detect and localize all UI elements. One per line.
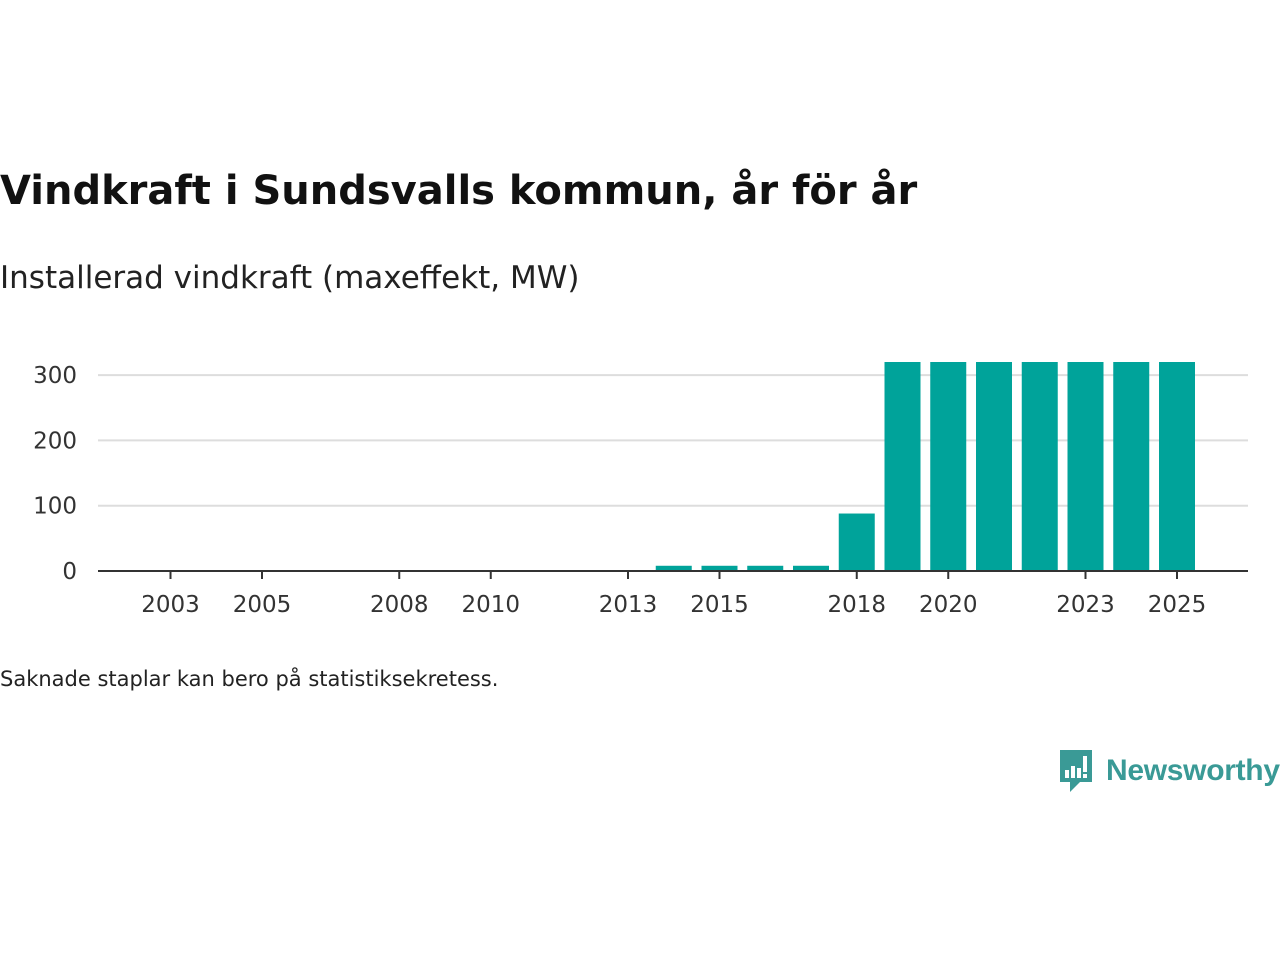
bar-2014 (655, 565, 692, 571)
x-tick-label: 2010 (461, 592, 520, 618)
x-tick-label: 2008 (370, 592, 429, 618)
x-axis-labels: 2003 2005 2008 2010 2013 2015 2018 2020 2023 2025 (141, 571, 1206, 618)
x-tick-label: 2005 (233, 592, 292, 618)
y-tick-label: 100 (33, 494, 77, 520)
bar-2020 (930, 362, 967, 571)
x-tick-label: 2003 (141, 592, 200, 618)
x-tick-label: 2023 (1056, 592, 1115, 618)
x-tick-label: 2020 (919, 592, 978, 618)
x-tick-label: 2015 (690, 592, 749, 618)
bar-2023 (1067, 362, 1104, 571)
y-tick-label: 0 (62, 559, 77, 585)
bars (655, 362, 1195, 571)
y-tick-label: 300 (33, 363, 77, 389)
bar-2022 (1021, 362, 1058, 571)
bar-2018 (838, 513, 875, 571)
bar-2019 (884, 362, 921, 571)
newsworthy-logo-text: Newsworthy (1106, 754, 1280, 787)
x-tick-label: 2013 (599, 592, 658, 618)
bar-2016 (747, 565, 784, 571)
x-tick-label: 2025 (1148, 592, 1207, 618)
x-tick-label: 2018 (827, 592, 886, 618)
bar-2015 (701, 565, 738, 571)
chart-subtitle: Installerad vindkraft (maxeffekt, MW) (0, 260, 580, 296)
y-tick-label: 200 (33, 428, 77, 454)
newsworthy-logo-icon (1060, 750, 1092, 792)
footnote: Saknade staplar kan bero på statistiksek… (0, 667, 499, 691)
bar-2017 (793, 565, 829, 571)
bar-2025 (1159, 362, 1195, 571)
newsworthy-logo: Newsworthy (1058, 748, 1280, 794)
y-axis-labels: 0 100 200 300 (33, 363, 77, 585)
bar-2024 (1113, 362, 1150, 571)
chart-title: Vindkraft i Sundsvalls kommun, år för år (0, 168, 918, 214)
bar-2021 (976, 362, 1012, 571)
